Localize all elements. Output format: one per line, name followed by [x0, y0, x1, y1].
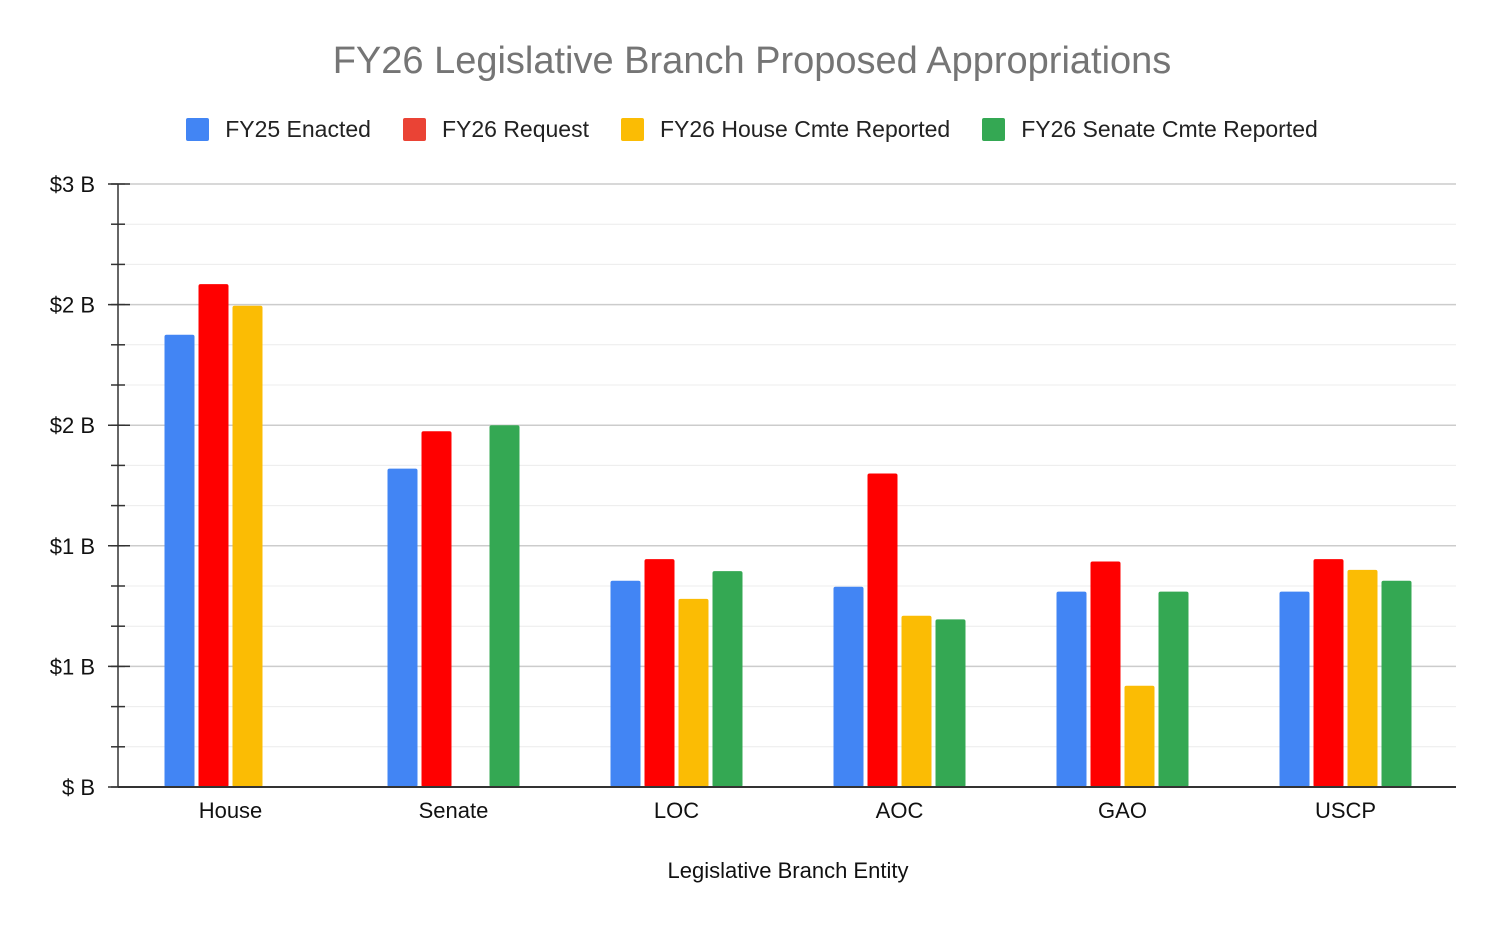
- bar-loc-fy26-senate-cmte-reported: [712, 571, 743, 787]
- bar-aoc-fy25-enacted: [833, 586, 864, 787]
- bar-senate-fy25-enacted: [387, 468, 418, 787]
- bar-aoc-fy26-senate-cmte-reported: [935, 619, 966, 787]
- y-tick-label: $ B: [62, 775, 95, 800]
- legend-label: FY25 Enacted: [225, 116, 371, 142]
- legend-label: FY26 House Cmte Reported: [659, 116, 951, 142]
- chart-legend: FY25 Enacted FY26 Request FY26 House Cmt…: [0, 116, 1504, 143]
- bar-uscp-fy26-senate-cmte-reported: [1381, 580, 1412, 787]
- x-axis-title: Legislative Branch Entity: [667, 858, 909, 883]
- legend-swatch: [402, 118, 426, 141]
- chart-title: FY26 Legislative Branch Proposed Appropr…: [332, 40, 1172, 82]
- y-tick-label: $2 B: [50, 413, 95, 438]
- bar-senate-fy26-senate-cmte-reported: [489, 425, 520, 787]
- bar-loc-fy26-request: [644, 559, 675, 787]
- y-tick-label: $1 B: [50, 654, 95, 679]
- bar-gao-fy25-enacted: [1056, 591, 1087, 787]
- x-tick-label: USCP: [1315, 798, 1376, 823]
- legend-item-fy26-house-cmte-reported[interactable]: FY26 House Cmte Reported: [620, 116, 951, 143]
- legend-swatch: [982, 118, 1006, 141]
- legend-swatch: [186, 118, 210, 141]
- bar-loc-fy25-enacted: [610, 580, 641, 787]
- legend-item-fy26-request[interactable]: FY26 Request: [402, 116, 589, 143]
- bar-aoc-fy26-request: [867, 473, 898, 787]
- x-tick-label: Senate: [419, 798, 489, 823]
- bar-senate-fy26-request: [421, 431, 452, 787]
- bar-uscp-fy26-request: [1313, 559, 1344, 787]
- y-tick-label: $2 B: [50, 293, 95, 318]
- legend-label: FY26 Request: [441, 116, 589, 142]
- bar-uscp-fy26-house-cmte-reported: [1347, 569, 1378, 787]
- y-tick-label: $3 B: [50, 172, 95, 197]
- x-tick-label: LOC: [654, 798, 699, 823]
- x-tick-label: AOC: [876, 798, 924, 823]
- legend-label: FY26 Senate Cmte Reported: [1021, 116, 1318, 142]
- x-tick-label: GAO: [1098, 798, 1147, 823]
- bar-loc-fy26-house-cmte-reported: [678, 598, 709, 787]
- legend-swatch: [620, 118, 644, 141]
- legend-item-fy25-enacted[interactable]: FY25 Enacted: [186, 116, 371, 143]
- bar-house-fy25-enacted: [164, 334, 195, 787]
- y-tick-label: $1 B: [50, 534, 95, 559]
- bar-gao-fy26-request: [1090, 561, 1121, 787]
- bar-house-fy26-request: [198, 284, 229, 787]
- bar-uscp-fy25-enacted: [1279, 591, 1310, 787]
- bar-aoc-fy26-house-cmte-reported: [901, 615, 932, 787]
- legend-item-fy26-senate-cmte-reported[interactable]: FY26 Senate Cmte Reported: [982, 116, 1318, 143]
- bar-gao-fy26-senate-cmte-reported: [1158, 591, 1189, 787]
- bar-house-fy26-house-cmte-reported: [232, 305, 263, 787]
- x-tick-label: House: [199, 798, 263, 823]
- bar-gao-fy26-house-cmte-reported: [1124, 685, 1155, 787]
